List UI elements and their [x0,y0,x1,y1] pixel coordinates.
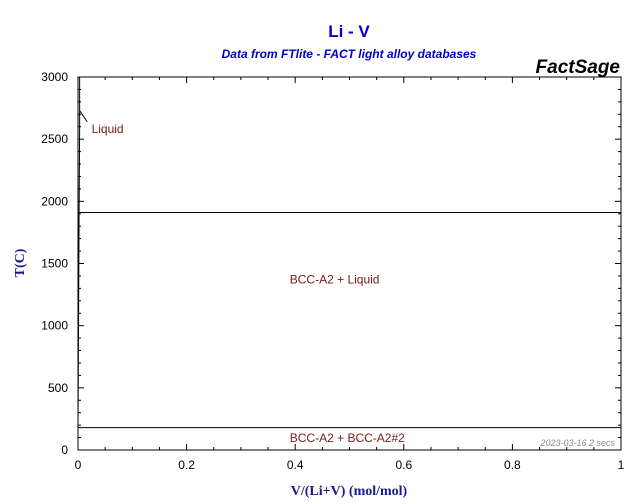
axis-ticks [77,76,622,451]
label-leader-line [79,110,88,123]
region-label: BCC-A2 + BCC-A2#2 [290,431,405,445]
y-tick-labels: 0 500 1000 1500 2000 2500 3000 [41,70,68,457]
region-label: BCC-A2 + Liquid [290,272,380,286]
x-tick-label: 0.4 [287,458,304,472]
y-tick-label: 1000 [41,319,68,333]
brand-logo: FactSage [536,57,621,78]
y-tick-label: 500 [48,381,68,395]
y-tick-label: 1500 [41,257,68,271]
y-axis-title: T(C) [13,248,28,277]
x-tick-label: 1 [618,458,625,472]
timestamp-stamp: 2023-03-16 2 secs [539,438,615,448]
phase-boundaries [77,77,621,429]
y-tick-label: 2000 [41,194,68,208]
chart-title: Li - V [328,22,370,41]
x-tick-label: 0.6 [395,458,412,472]
x-axis-title: V/(Li+V) (mol/mol) [291,484,408,499]
label-leader-lines [79,110,88,123]
y-tick-label: 2500 [41,132,68,146]
y-tick-label: 0 [61,443,68,457]
y-tick-label: 3000 [41,70,68,84]
x-tick-labels: 0 0.2 0.4 0.6 0.8 1 [75,458,625,472]
phase-boundary-line [77,77,81,428]
plot-area-frame [77,76,622,451]
region-label: Liquid [92,122,124,136]
x-tick-label: 0.2 [178,458,195,472]
region-labels: Liquid BCC-A2 + Liquid BCC-A2 + BCC-A2#2 [92,122,406,445]
chart-subtitle: Data from FTlite - FACT light alloy data… [222,47,477,61]
x-tick-label: 0 [75,458,82,472]
x-tick-label: 0.8 [504,458,521,472]
